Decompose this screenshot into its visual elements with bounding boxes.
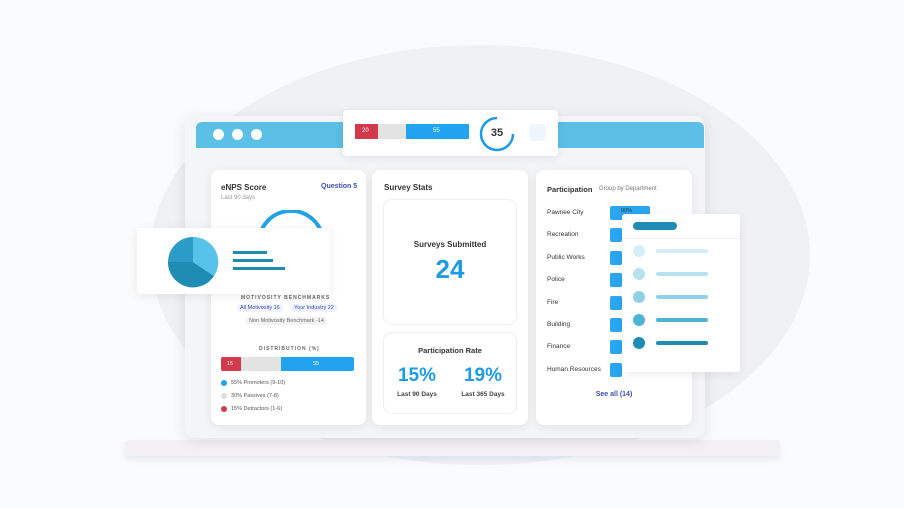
- stat-label: Participation Rate: [418, 346, 482, 355]
- department-bar: [610, 295, 622, 310]
- rate-box: Participation Rate 15% 19% Last 90 Days …: [384, 333, 516, 413]
- window-dot: [251, 129, 262, 140]
- department-name: Finance: [547, 343, 571, 351]
- department-bar: [610, 273, 622, 288]
- pie-slice: [168, 237, 193, 262]
- card-subtitle: Last 90 days: [221, 195, 256, 201]
- text-line: [233, 251, 267, 254]
- list-dot: [633, 291, 645, 303]
- legend-dot: [221, 406, 227, 412]
- legend-dot: [221, 380, 227, 386]
- pie-slice: [193, 236, 219, 276]
- legend-text: 15% Detractors (1-6): [231, 406, 283, 412]
- pie-icon: [167, 236, 219, 288]
- pie-slice: [167, 262, 214, 288]
- enps-card: eNPS Score Question 5 Last 90 days MOTIV…: [211, 170, 366, 425]
- list-line: [656, 272, 708, 276]
- detractor-segment: [355, 124, 378, 139]
- text-line: [233, 267, 285, 270]
- department-bar: [610, 362, 622, 377]
- divider: [622, 238, 740, 239]
- department-value: 90%: [621, 208, 633, 214]
- benchmark-chip: All Motivosity 16: [237, 304, 283, 312]
- legend-dot: [221, 393, 227, 399]
- department-bar: [610, 228, 622, 243]
- segment-label: 55: [433, 128, 440, 134]
- distribution-bar: 15 55: [221, 357, 354, 371]
- floating-list-panel: [622, 214, 740, 372]
- list-line: [656, 295, 708, 299]
- list-dot: [633, 314, 645, 326]
- department-name: Public Works: [547, 253, 585, 261]
- promoter-segment: [281, 357, 354, 371]
- detractor-segment: [221, 357, 241, 371]
- department-name: Building: [547, 321, 571, 328]
- stats-card: Survey Stats Surveys Submitted 24 Partic…: [372, 170, 528, 425]
- department-name: Recreation: [547, 231, 579, 239]
- promoter-segment: [406, 124, 469, 139]
- segment-label: 20: [362, 128, 369, 134]
- department-bar: [610, 318, 622, 332]
- floating-widget: 20 55 35: [343, 110, 558, 156]
- stat-value: 19%: [463, 365, 503, 386]
- segment-label: 55: [313, 361, 320, 367]
- stat-label: Last 365 Days: [461, 391, 505, 398]
- laptop-base: [125, 440, 780, 456]
- see-all-link[interactable]: See all (14): [595, 391, 633, 398]
- list-dot: [633, 337, 645, 349]
- stat-value: 15%: [397, 365, 437, 386]
- department-name: Pawnee City: [547, 209, 584, 216]
- panel-header: [633, 222, 677, 230]
- stat-label: Surveys Submitted: [413, 240, 487, 249]
- stat-value: 24: [435, 254, 465, 284]
- benchmark-chip: Your Industry 22: [291, 304, 337, 312]
- list-line: [656, 318, 708, 322]
- list-dot: [633, 245, 645, 257]
- department-name: Human Resources: [547, 365, 601, 373]
- department-name: Police: [547, 276, 565, 284]
- floating-pie-card: [137, 228, 330, 294]
- section-title: DISTRIBUTION (%): [259, 346, 320, 352]
- text-line: [233, 259, 273, 262]
- card-title: eNPS Score: [221, 183, 267, 192]
- gauge-value: 35: [490, 127, 504, 139]
- list-dot: [633, 268, 645, 280]
- department-bar: [610, 250, 622, 265]
- card-title: Participation: [547, 185, 593, 194]
- department-name: Fire: [547, 298, 559, 306]
- mini-bar: 20 55: [355, 124, 469, 139]
- stat-label: Last 90 Days: [397, 391, 437, 398]
- legend-text: 55% Promoters (9-10): [231, 380, 286, 386]
- window-dot: [213, 129, 224, 140]
- submitted-box: Surveys Submitted 24: [384, 200, 516, 324]
- segment-label: 15: [227, 361, 234, 367]
- list-line: [656, 249, 708, 253]
- question-link[interactable]: Question 5: [321, 183, 358, 190]
- participation-card: Participation Group by Department 90% Se…: [536, 170, 692, 425]
- card-title: Survey Stats: [384, 183, 433, 192]
- gauge-arc: [479, 116, 515, 152]
- list-line: [656, 341, 708, 345]
- window-dot: [232, 129, 243, 140]
- department-bar: [610, 340, 622, 355]
- benchmark-chip: Non Motivosity Benchmark -14: [246, 317, 327, 325]
- mini-gauge: [479, 116, 515, 152]
- filter-button[interactable]: [529, 124, 546, 141]
- section-title: MOTIVOSITY BENCHMARKS: [241, 295, 331, 301]
- group-select[interactable]: Group by Department: [599, 186, 657, 192]
- legend-text: 30% Passives (7-8): [231, 393, 279, 399]
